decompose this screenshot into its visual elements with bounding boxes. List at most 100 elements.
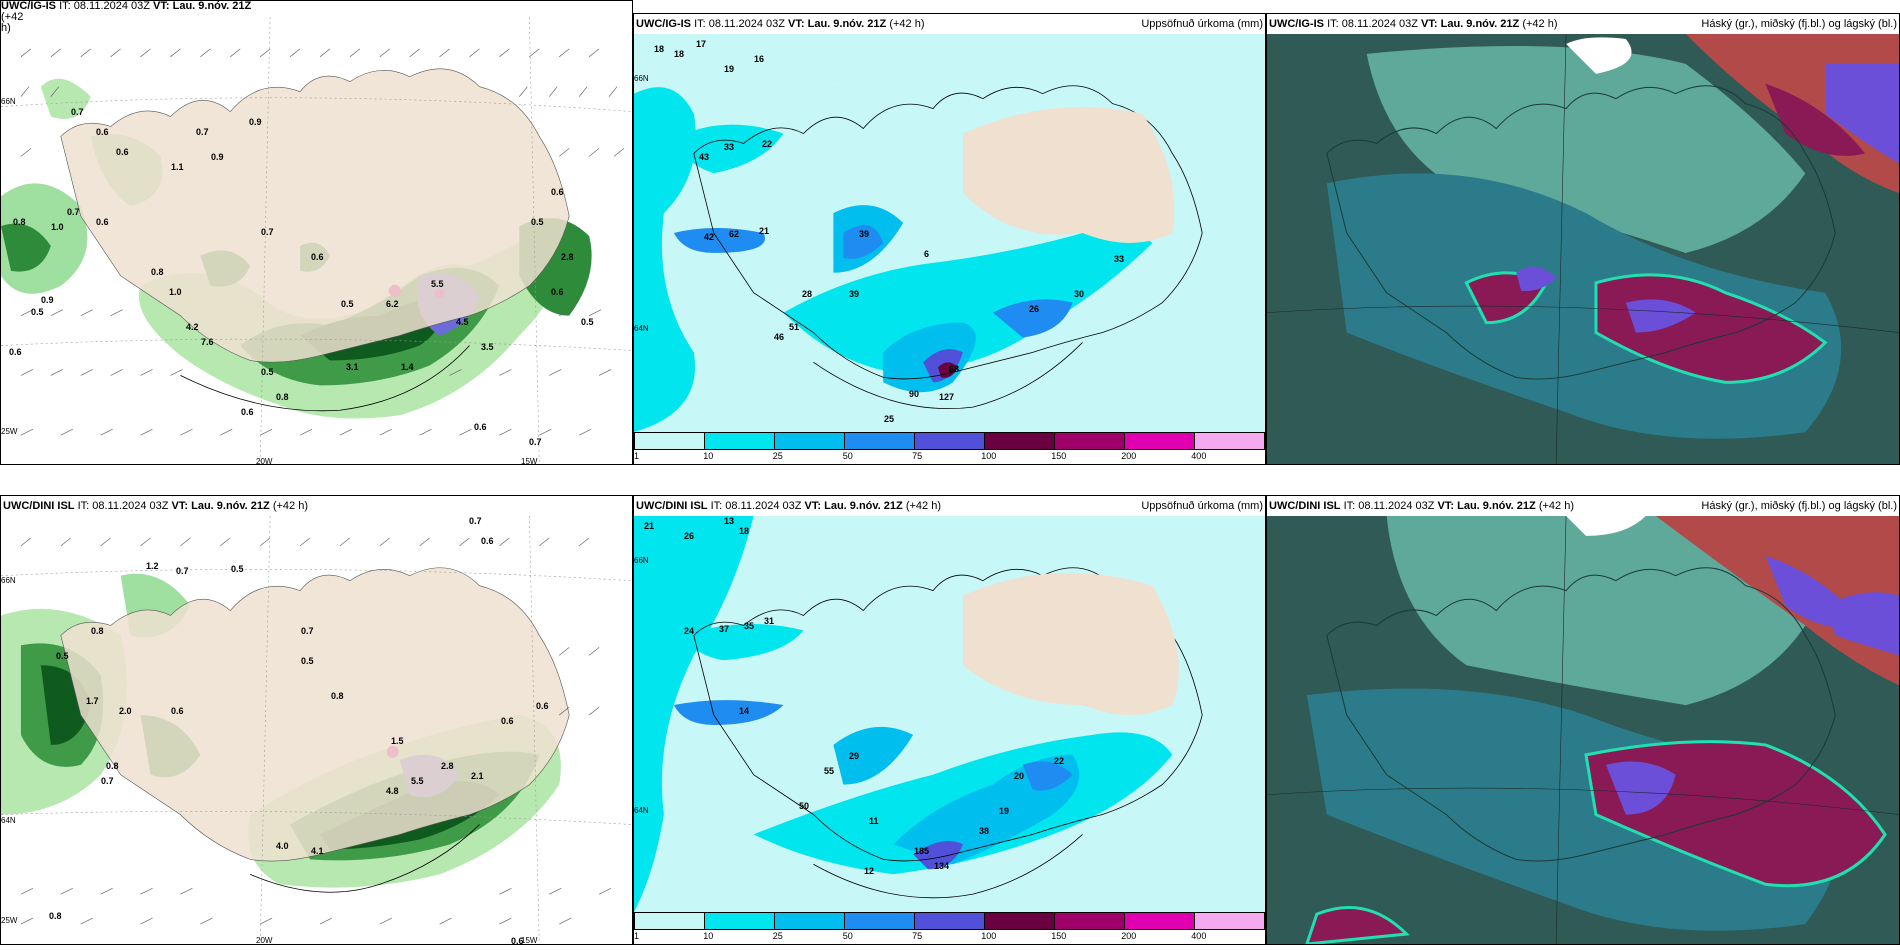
legend-tick: 50 — [842, 931, 853, 941]
value-label: 21 — [759, 226, 770, 236]
legend-tick: 400 — [1191, 931, 1207, 941]
value-label: 11 — [869, 816, 879, 826]
value-label: 0.7 — [261, 227, 274, 237]
map-graphic — [1, 516, 632, 944]
value-label: 4.8 — [386, 786, 399, 796]
value-label: 0.7 — [469, 516, 482, 526]
map-area — [1267, 516, 1899, 944]
value-label: 38 — [979, 826, 990, 836]
value-label: 2.0 — [119, 706, 132, 716]
value-label: 22 — [762, 139, 773, 149]
value-label: 0.6 — [551, 287, 564, 297]
legend-swatch — [1195, 913, 1264, 929]
lat-label-66: 66N — [1, 97, 16, 106]
value-label: 39 — [859, 229, 870, 239]
value-label: 0.8 — [276, 392, 289, 402]
value-label: 0.5 — [341, 299, 354, 309]
value-label: 33 — [1114, 254, 1125, 264]
field-title: Háský (gr.), miðský (fj.bl.) og lágský (… — [1701, 500, 1897, 512]
value-label: 7.6 — [201, 337, 214, 347]
value-label: 62 — [729, 229, 740, 239]
value-labels: 0.7 0.6 0.6 0.7 0.9 1.1 0.9 0.7 1.0 0.6 … — [1, 17, 632, 464]
value-label: 18 — [654, 44, 665, 54]
legend-tick: 75 — [912, 931, 923, 941]
value-label: 1.7 — [86, 696, 99, 706]
legend-tick: 150 — [1051, 931, 1067, 941]
map-graphic — [634, 34, 1265, 432]
value-label: 0.5 — [301, 656, 314, 666]
lat-label-66: 66N — [634, 556, 649, 565]
value-label: 42 — [704, 232, 715, 242]
value-label: 25 — [884, 414, 895, 424]
legend-swatch — [1055, 913, 1125, 929]
value-label: 29 — [849, 751, 860, 761]
legend-tick: 10 — [703, 931, 714, 941]
value-label: 30 — [1074, 289, 1085, 299]
value-label: 1.5 — [391, 736, 404, 746]
legend-tick: 50 — [842, 451, 853, 461]
legend-tick: 400 — [1191, 451, 1207, 461]
value-label: 1.0 — [51, 222, 64, 232]
value-label: 127 — [939, 392, 955, 402]
value-label: 20 — [1014, 771, 1025, 781]
legend-swatch — [705, 913, 775, 929]
value-label: 2.1 — [471, 771, 484, 781]
panel-title: UWC/IG-IS IT: 08.11.2024 03Z VT: Lau. 9.… — [1, 1, 261, 34]
value-label: 1.1 — [171, 162, 184, 172]
value-label: 55 — [824, 766, 835, 776]
legend-swatch — [1195, 433, 1264, 449]
lat-label-66: 66N — [634, 74, 649, 83]
field-title: Háský (gr.), miðský (fj.bl.) og lágský (… — [1701, 18, 1897, 30]
value-label: 0.6 — [501, 716, 514, 726]
panel-bottom-mid-accum: UWC/DINI ISL IT: 08.11.2024 03Z VT: Lau.… — [633, 495, 1266, 945]
legend-ticks: 1 10 25 50 75 100 150 200 400 — [634, 931, 1265, 943]
lat-label-64: 64N — [634, 324, 649, 333]
value-label: 0.6 — [511, 936, 524, 945]
value-label: 134 — [934, 861, 950, 871]
value-label: 12 — [864, 866, 875, 876]
panel-bottom-left-precip-green: UWC/DINI ISL IT: 08.11.2024 03Z VT: Lau.… — [0, 495, 633, 945]
map-graphic — [1267, 516, 1899, 944]
value-label: 4.1 — [311, 846, 324, 856]
panel-top-right-clouds: UWC/IG-IS IT: 08.11.2024 03Z VT: Lau. 9.… — [1266, 13, 1900, 465]
map-area: 66N 64N 25W 20W 15W 0.7 0.6 1.2 0.7 0.5 … — [1, 516, 632, 944]
map-area — [1267, 34, 1899, 464]
field-title: Uppsöfnuð úrkoma (mm) — [1141, 18, 1263, 30]
value-label: 19 — [999, 806, 1010, 816]
value-label: 0.8 — [331, 691, 344, 701]
iceland-land — [60, 68, 570, 363]
field-title: Uppsöfnuð úrkoma (mm) — [1141, 500, 1263, 512]
value-label: 37 — [719, 624, 730, 634]
value-label: 0.9 — [211, 152, 224, 162]
value-label: 2.8 — [441, 761, 454, 771]
map-graphic — [1267, 34, 1899, 464]
value-labels: 0.7 0.6 1.2 0.7 0.5 0.8 0.5 2.0 1.7 0.8 … — [1, 516, 632, 945]
value-label: 0.5 — [581, 317, 594, 327]
legend-bar — [634, 912, 1265, 930]
legend-swatch — [775, 433, 845, 449]
legend-tick: 1 — [633, 931, 640, 941]
value-labels: 21 26 18 13 24 37 35 31 55 29 50 185 134… — [634, 516, 1265, 914]
legend-swatch — [985, 433, 1055, 449]
value-label: 3.1 — [346, 362, 359, 372]
legend-swatch — [915, 913, 985, 929]
panel-header: UWC/DINI ISL IT: 08.11.2024 03Z VT: Lau.… — [634, 496, 1265, 516]
graticule — [1, 17, 632, 464]
map-graphic — [634, 516, 1265, 912]
value-label: 0.7 — [101, 776, 114, 786]
value-label: 1.2 — [146, 561, 159, 571]
panel-header: UWC/DINI ISL IT: 08.11.2024 03Z VT: Lau.… — [1, 496, 632, 516]
value-label: 4.0 — [276, 841, 289, 851]
value-label: 0.6 — [551, 187, 564, 197]
value-label: 4.2 — [186, 322, 199, 332]
lat-label-64: 64N — [634, 806, 649, 815]
value-label: 39 — [849, 289, 860, 299]
value-label: 6 — [924, 249, 930, 259]
value-label: 0.6 — [474, 422, 487, 432]
value-label: 51 — [789, 322, 800, 332]
value-label: 14 — [739, 706, 750, 716]
legend-tick: 100 — [981, 931, 997, 941]
value-label: 0.6 — [96, 217, 109, 227]
wind-barbs — [20, 48, 625, 436]
value-label: 0.8 — [49, 911, 62, 921]
